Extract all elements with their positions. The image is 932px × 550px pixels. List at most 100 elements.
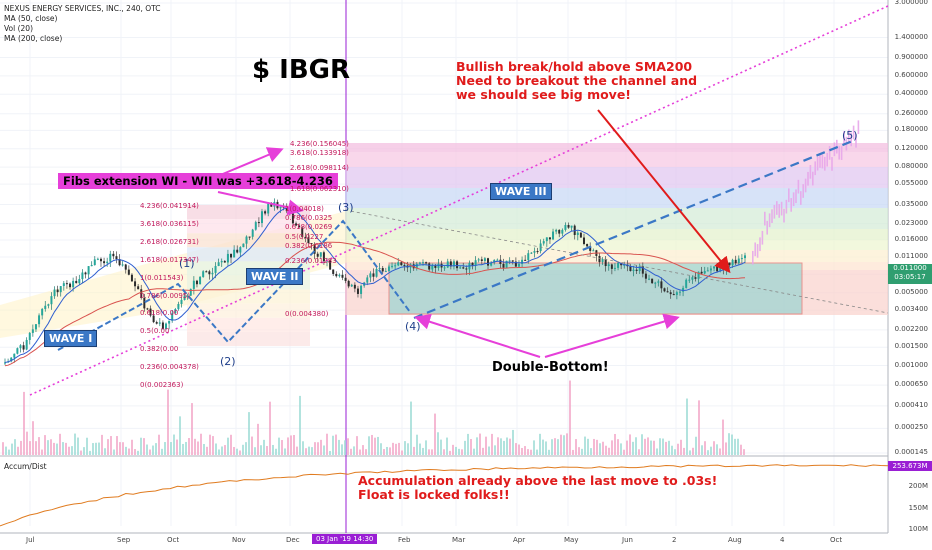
volume-bar [221,446,223,455]
projection-candle [783,208,785,223]
candle-body [610,264,613,269]
time-axis[interactable]: Jul Sep Oct Nov Dec Feb Mar Apr May Jun 2 Aug 4 Oct [0,533,888,550]
volume-bar [695,436,697,455]
volume-bar [242,444,244,455]
wave-num-3: (3) [338,201,354,214]
candle-body [477,259,480,261]
volume-bar [50,439,52,455]
candle-body [171,313,174,321]
volume-bar [422,447,424,455]
fib-arrow-up [217,147,284,177]
time-tick: 4 [780,536,785,544]
volume-bar [359,449,361,455]
volume-bar [485,436,487,455]
volume-bar [665,441,667,455]
volume-bar [416,434,418,455]
fib-right-band [345,250,888,262]
volume-bar [545,441,547,455]
volume-bar [38,437,40,455]
projection-candle [773,204,776,219]
projection-candle [780,201,783,216]
volume-bar [413,446,415,455]
candle-body [691,277,694,280]
volume-bar [506,437,508,455]
candle-body [449,261,452,267]
volume-bar [476,437,478,455]
volume-bar [20,440,22,455]
projection-candle [821,154,824,169]
projection-candle [790,198,792,212]
candle-body [195,280,198,285]
volume-bar [686,398,688,455]
volume-bar [497,437,499,455]
bullish-note-line2: Need to breakout the channel and [456,73,698,88]
candle-body [56,289,59,293]
candle-body [542,241,545,244]
candle-body [576,232,579,235]
projection-candle [785,199,788,214]
volume-bar [704,441,706,455]
double-bottom-arrow-right [544,313,680,358]
price-axis[interactable]: 3.000000 1.400000 0.900000 0.600000 0.400000… [888,0,932,533]
volume-bar [743,449,745,455]
projection-candle [814,161,816,176]
candle-body [177,304,180,310]
volume-bar [656,448,658,455]
candle-body [709,268,712,271]
volume-bar [134,449,136,455]
projection-candle [754,242,756,257]
chart-legend: NEXUS ENERGY SERVICES, INC., 240, OTC MA… [4,4,161,44]
accum-note-line2: Float is locked folks!! [358,487,510,502]
wave-num-5: (5) [842,129,858,142]
volume-bar [644,438,646,455]
candle-body [226,253,229,263]
accum-dist-badge: 253.673M [888,461,932,471]
volume-bar [392,442,394,455]
projection-candle [804,178,807,193]
candle-body [310,243,313,245]
candle-body [75,280,78,284]
candle-body [623,264,626,266]
volume-bar [116,436,118,455]
volume-bar [488,446,490,455]
volume-bar [287,437,289,455]
volume-bar [701,445,703,455]
volume-bar [260,445,262,455]
candle-body [208,271,211,275]
volume-bar [284,448,286,455]
volume-bar [626,440,628,455]
candle-body [728,262,731,266]
volume-bar [146,444,148,455]
candle-body [533,251,536,253]
projection-candle [792,192,795,207]
candle-body [31,329,34,333]
volume-bar [650,440,652,455]
volume-bar [131,439,133,455]
candle-body [155,322,158,324]
volume-bar [101,434,103,455]
projection-candle [797,179,800,194]
volume-bar [452,444,454,455]
volume-bar [290,435,292,455]
ma200-line [4,241,746,367]
candle-body [592,250,595,252]
candle-body [654,282,657,284]
projection-candle [795,189,797,204]
candle-body [223,261,226,263]
fib-right-label: 0.5(0.0227 [285,233,324,241]
volume-bar [332,435,334,455]
volume-bar [182,443,184,455]
volume-bar [266,446,268,455]
candle-body [378,268,381,270]
candle-body [298,225,301,228]
candle-body [657,281,660,283]
accum-dist-pane [0,464,889,527]
candle-body [322,252,325,262]
time-tick: Jun [622,536,633,544]
candle-body [230,253,233,258]
volume-bar [65,442,67,455]
candle-body [50,296,53,305]
fib-right-label: 2.618(0.098114) [290,164,349,172]
volume-bar [683,447,685,455]
